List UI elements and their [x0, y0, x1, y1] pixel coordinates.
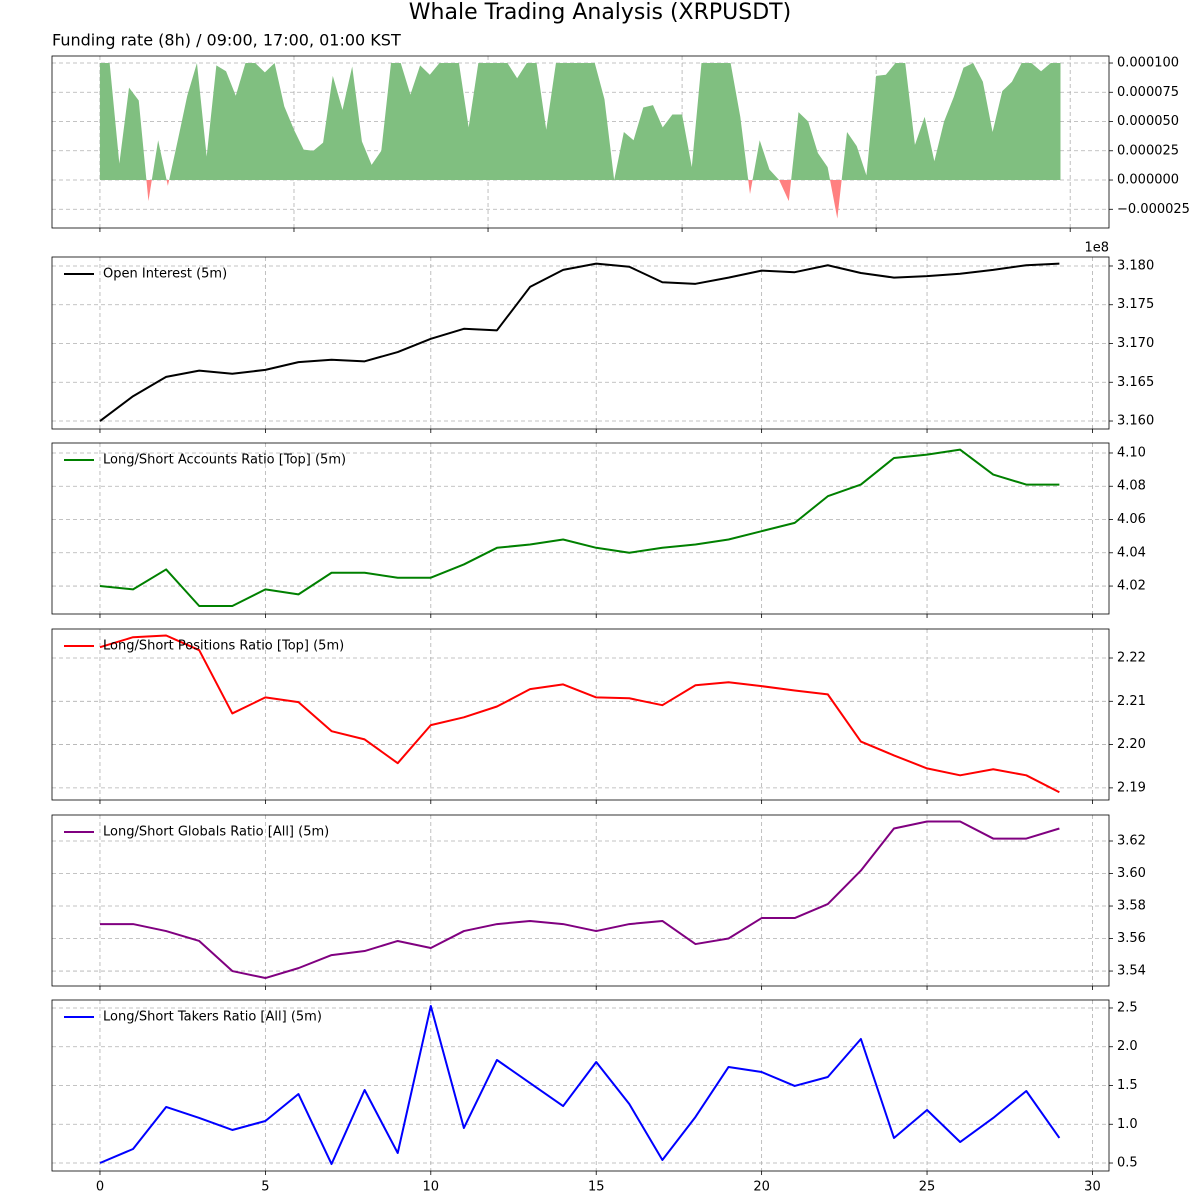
y-tick-label: 2.19	[1117, 780, 1146, 795]
axes-frame	[51, 628, 1110, 801]
panel-title: Funding rate (8h) / 09:00, 17:00, 01:00 …	[52, 31, 401, 50]
line	[99, 262, 1060, 422]
y-tick-label: 3.58	[1117, 899, 1146, 914]
y-tick-label: −0.000025	[1117, 202, 1190, 217]
line	[99, 1004, 1061, 1166]
y-tick-label: 1.5	[1117, 1078, 1138, 1093]
y-tick-label: 0.5	[1117, 1156, 1138, 1171]
axes-frame	[51, 55, 1110, 229]
y-tick-label: 2.22	[1117, 651, 1146, 666]
line	[99, 634, 1060, 794]
y-tick-label: 3.62	[1117, 834, 1146, 849]
line	[99, 820, 1060, 980]
offset-text: 1e8	[1084, 241, 1109, 256]
y-tick-label: 2.20	[1117, 737, 1146, 752]
x-tick-label: 15	[588, 1180, 605, 1195]
x-tick-label: 20	[753, 1180, 770, 1195]
x-tick-label: 5	[261, 1180, 269, 1195]
y-tick-label: 1.0	[1117, 1117, 1138, 1132]
y-tick-label: 3.56	[1117, 931, 1146, 946]
legend-label: Long/Short Accounts Ratio [Top] (5m)	[103, 453, 346, 468]
y-tick-label: 4.10	[1117, 445, 1146, 460]
axes-frame	[51, 999, 1110, 1172]
y-tick-label: 0.000025	[1117, 143, 1179, 158]
y-tick-label: 4.08	[1117, 479, 1146, 494]
axes-frame	[51, 814, 1110, 987]
y-tick-label: 2.5	[1117, 1000, 1138, 1015]
y-tick-label: 4.04	[1117, 545, 1146, 560]
y-tick-label: 4.02	[1117, 579, 1146, 594]
x-tick-label: 0	[96, 1180, 104, 1195]
y-tick-label: 3.165	[1117, 375, 1154, 390]
y-tick-label: 3.180	[1117, 258, 1154, 273]
x-tick-label: 10	[423, 1180, 440, 1195]
legend-label: Long/Short Globals Ratio [All] (5m)	[103, 825, 329, 840]
area-positive	[99, 63, 1061, 181]
y-tick-label: 3.175	[1117, 297, 1154, 312]
y-tick-label: 3.170	[1117, 336, 1154, 351]
legend-label: Open Interest (5m)	[103, 267, 227, 282]
line	[99, 448, 1060, 608]
x-tick-label: 30	[1084, 1180, 1101, 1195]
legend-label: Long/Short Positions Ratio [Top] (5m)	[103, 639, 344, 654]
y-tick-label: 2.0	[1117, 1039, 1138, 1054]
y-tick-label: 0.000075	[1117, 85, 1179, 100]
y-tick-label: 2.21	[1117, 694, 1146, 709]
y-tick-label: 3.160	[1117, 414, 1154, 429]
y-tick-label: 0.000100	[1117, 56, 1179, 71]
y-tick-label: 0.000000	[1117, 173, 1179, 188]
y-tick-label: 4.06	[1117, 512, 1146, 527]
y-tick-label: 0.000050	[1117, 114, 1179, 129]
axes-frame	[51, 442, 1110, 615]
legend-label: Long/Short Takers Ratio [All] (5m)	[103, 1010, 322, 1025]
figure-title: Whale Trading Analysis (XRPUSDT)	[409, 0, 791, 25]
axes-frame	[51, 256, 1110, 430]
y-tick-label: 3.54	[1117, 964, 1146, 979]
y-tick-label: 3.60	[1117, 866, 1146, 881]
x-tick-label: 25	[919, 1180, 936, 1195]
